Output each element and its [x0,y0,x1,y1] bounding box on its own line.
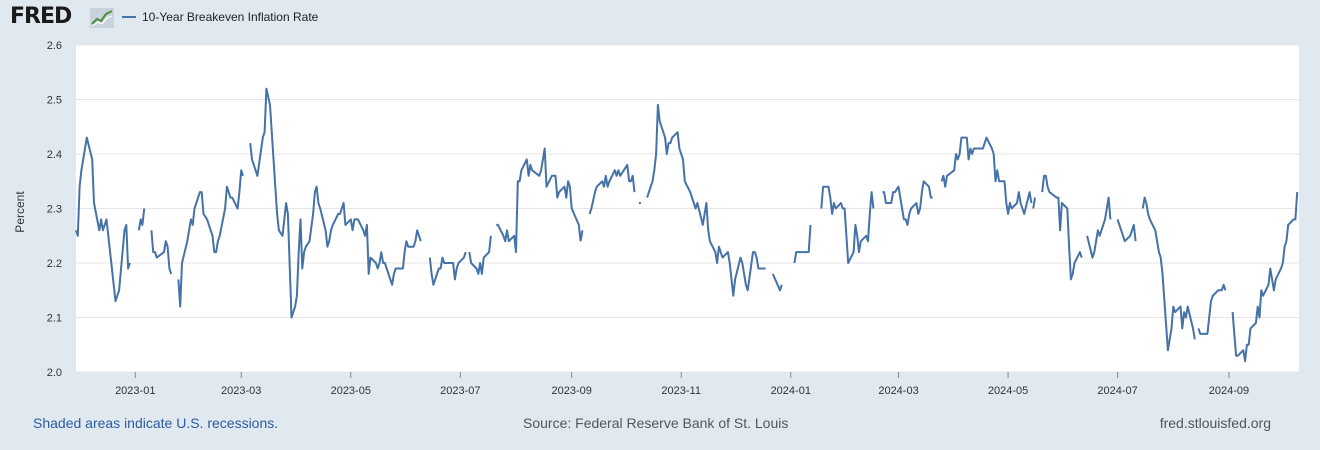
x-tick-label: 2023-07 [440,385,480,397]
series-point [638,201,642,205]
recession-note-link[interactable]: Shaded areas indicate U.S. recessions. [33,415,279,431]
y-tick-label: 2.1 [47,313,62,325]
x-tick-label: 2023-03 [221,385,261,397]
y-tick-label: 2.5 [47,95,62,107]
series-line-segment [588,163,636,215]
series-line-segment [1141,196,1196,352]
series-line-segment [428,251,467,286]
y-tick-label: 2.3 [47,204,62,216]
y-tick-label: 2.4 [47,149,62,161]
legend-swatch [122,16,136,18]
series-line-segment [1032,197,1036,209]
series-line-segment [579,230,584,242]
source-note: Source: Federal Reserve Bank of St. Loui… [523,415,789,431]
series-line-segment [150,230,173,275]
x-tick-label: 2023-01 [115,385,155,397]
fred-graph-icon [90,8,114,28]
gridlines [76,44,1299,373]
y-tick-label: 2.6 [47,40,62,52]
x-tick-label: 2024-07 [1097,385,1137,397]
series-line-segment [940,136,1033,215]
x-tick-label: 2023-11 [661,385,701,397]
series-line-segment [75,136,131,303]
series-line-segment [496,147,582,254]
series-line-segment [771,273,783,292]
y-axis-ticks: 2.0 2.1 2.2 2.3 2.4 2.5 2.6 [47,40,62,379]
series-line-segment [793,224,812,264]
fred-url-link[interactable]: fred.stlouisfed.org [1159,415,1271,431]
series-line-segment [137,208,146,231]
x-tick-label: 2024-05 [988,385,1028,397]
fred-logo[interactable]: FRED [10,4,72,29]
series-line-segment [249,87,422,319]
y-axis-label: Percent [13,191,27,233]
x-tick-label: 2024-03 [878,385,918,397]
x-tick-label: 2023-09 [551,385,591,397]
y-tick-label: 2.0 [47,367,62,379]
series-line-segment [1116,219,1137,243]
series-line-segment [1041,174,1083,281]
series-line-segment [882,180,933,226]
chart-header: FRED 10-Year Breakeven Inflation Rate [0,0,1320,40]
x-tick-label: 2023-05 [331,385,371,397]
chart-legend: 10-Year Breakeven Inflation Rate [122,10,318,24]
series-line-segment [646,103,766,297]
series-line-segment [1197,283,1227,335]
x-tick-label: 2024-01 [771,385,811,397]
x-tick-label: 2024-09 [1209,385,1249,397]
series-line-segment [468,235,492,275]
series-line-segment [1086,196,1112,259]
series-line-segment [820,185,875,264]
series-line-segment [1231,192,1299,363]
series-lines [75,87,1299,363]
x-axis-ticks: 2023-01 2023-03 2023-05 2023-07 2023-09 2023-… [115,372,1249,397]
series-line-segment [177,169,244,308]
legend-label: 10-Year Breakeven Inflation Rate [142,10,319,24]
y-tick-label: 2.2 [47,258,62,270]
